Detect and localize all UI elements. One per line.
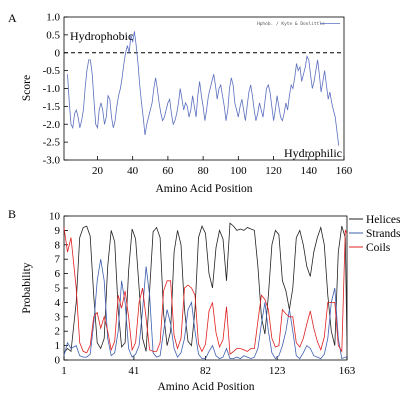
panel-a-y-tick-label: -3.0 <box>43 155 61 167</box>
panel-b-y-tick-label: 10 <box>49 211 61 223</box>
panel-a-y-tick-label: -2.5 <box>43 137 61 149</box>
panel-b-y-tick-label: 0 <box>55 355 61 367</box>
panel-a-x-tick-label: 40 <box>127 165 139 177</box>
panel-b-series-lines <box>63 222 348 360</box>
panel-b-y-tick-label: 3 <box>55 311 61 323</box>
panel-b-y-tick-label: 8 <box>55 239 61 251</box>
panel-b-coils-line <box>63 227 348 355</box>
panel-b-letter: B <box>8 207 16 221</box>
panel-a-legend-text: Hphob. / Kyte & Doolittle <box>257 21 325 27</box>
panel-a-y-tick-label: 1.0 <box>46 12 60 24</box>
legend-label-coils: Coils <box>366 242 391 254</box>
legend-label-strands: Strands <box>366 228 401 240</box>
panel-a-y-ticks: 1.0 0.5 0 -0.5 -1.0 -1.5 -2.0 -2.5 -3.0 <box>43 12 68 167</box>
legend-label-helices: Helices <box>366 214 401 226</box>
panel-a: A 1.0 0.5 0 -0.5 -1.0 -1.5 -2.0 -2.5 -3.0 20 40 60… <box>8 11 353 195</box>
panel-a-x-tick-label: 20 <box>92 165 104 177</box>
panel-a-x-tick-label: 100 <box>230 165 247 177</box>
panel-b-x-axis-label: Amino Acid Position <box>157 381 254 393</box>
panel-a-y-axis-label: Score <box>21 75 33 101</box>
panel-b-x-tick-label: 123 <box>269 365 286 377</box>
panel-b-strands-line <box>63 259 347 360</box>
panel-a-x-tick-label: 140 <box>301 165 318 177</box>
hydrophilic-annotation: Hydrophilic <box>284 146 342 160</box>
panel-b-y-ticks: 0 1 2 3 4 5 6 7 8 9 10 <box>49 211 68 367</box>
panel-b-x-tick-label: 163 <box>339 365 356 377</box>
panel-a-y-tick-label: -1.5 <box>43 101 61 113</box>
hydrophobic-annotation: Hydrophobic <box>70 29 133 43</box>
panel-a-letter: A <box>8 11 17 25</box>
panel-b-y-tick-label: 6 <box>55 268 61 280</box>
panel-a-x-tick-label: 60 <box>162 165 174 177</box>
panel-b-y-tick-label: 5 <box>55 283 61 295</box>
panel-b-y-tick-label: 9 <box>55 225 61 237</box>
panel-b-x-ticks: 1 41 82 123 163 <box>61 356 356 377</box>
panel-a-y-tick-label: 0.5 <box>46 29 60 41</box>
panel-b-x-tick-label: 82 <box>200 365 211 377</box>
panel-a-y-tick-label: -2.0 <box>43 119 61 131</box>
panel-b-legend: Helices Strands Coils <box>349 214 401 254</box>
panel-b-y-tick-label: 2 <box>55 326 61 338</box>
panel-b-y-axis-label: Probability <box>21 262 33 313</box>
panel-a-x-tick-label: 120 <box>265 165 282 177</box>
panel-a-y-tick-label: 0 <box>55 47 61 59</box>
panel-a-x-tick-label: 160 <box>336 165 353 177</box>
panel-a-y-tick-label: -0.5 <box>43 65 61 77</box>
panel-b-x-tick-label: 41 <box>128 365 139 377</box>
panel-a-x-tick-label: 80 <box>198 165 210 177</box>
panel-b-y-tick-label: 1 <box>55 340 61 352</box>
panel-a-hydrophobicity-line <box>67 31 340 146</box>
panel-b-x-tick-label: 1 <box>61 365 67 377</box>
panel-a-y-tick-label: -1.0 <box>43 83 61 95</box>
panel-a-x-ticks: 20 40 60 80 100 120 140 160 <box>92 156 353 177</box>
panel-b-y-tick-label: 4 <box>55 297 61 309</box>
panel-a-x-axis-label: Amino Acid Position <box>155 183 252 195</box>
panel-b-y-tick-label: 7 <box>55 254 61 266</box>
panel-b-helices-line <box>63 222 348 354</box>
